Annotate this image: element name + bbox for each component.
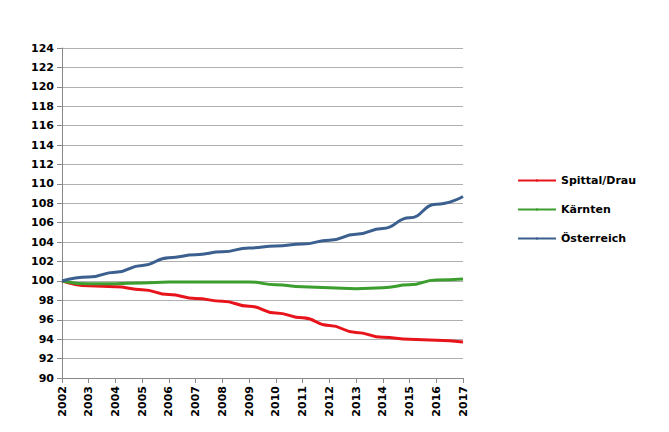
svg-text:120: 120 — [31, 80, 54, 93]
svg-text:2006: 2006 — [162, 386, 175, 417]
svg-text:118: 118 — [31, 100, 54, 113]
svg-text:2007: 2007 — [189, 386, 202, 417]
svg-text:2017: 2017 — [457, 386, 470, 417]
svg-text:2016: 2016 — [430, 386, 443, 417]
svg-text:2013: 2013 — [350, 386, 363, 417]
svg-text:92: 92 — [39, 352, 54, 365]
svg-text:2005: 2005 — [136, 386, 149, 417]
svg-text:116: 116 — [31, 119, 54, 132]
svg-text:Kärnten: Kärnten — [561, 203, 611, 216]
svg-text:2014: 2014 — [376, 386, 389, 417]
svg-text:2009: 2009 — [243, 386, 256, 417]
svg-text:2008: 2008 — [216, 386, 229, 417]
svg-text:114: 114 — [31, 139, 54, 152]
svg-text:104: 104 — [31, 236, 54, 249]
svg-text:112: 112 — [31, 158, 54, 171]
svg-text:122: 122 — [31, 61, 54, 74]
svg-text:2003: 2003 — [82, 386, 95, 417]
svg-text:2004: 2004 — [109, 386, 122, 417]
svg-text:2002: 2002 — [56, 386, 69, 417]
svg-text:Österreich: Österreich — [561, 231, 626, 245]
svg-text:102: 102 — [31, 255, 54, 268]
svg-text:2010: 2010 — [269, 386, 282, 417]
svg-text:2011: 2011 — [296, 386, 309, 417]
svg-text:108: 108 — [31, 197, 54, 210]
svg-text:90: 90 — [39, 372, 55, 385]
svg-text:96: 96 — [39, 313, 55, 326]
svg-text:2012: 2012 — [323, 386, 336, 417]
svg-text:98: 98 — [39, 294, 54, 307]
svg-text:Spittal/Drau: Spittal/Drau — [561, 174, 636, 187]
svg-text:2015: 2015 — [403, 386, 416, 417]
svg-text:94: 94 — [39, 333, 55, 346]
svg-text:110: 110 — [31, 177, 54, 190]
svg-text:106: 106 — [31, 216, 54, 229]
svg-text:100: 100 — [31, 274, 54, 287]
svg-text:124: 124 — [31, 42, 54, 55]
